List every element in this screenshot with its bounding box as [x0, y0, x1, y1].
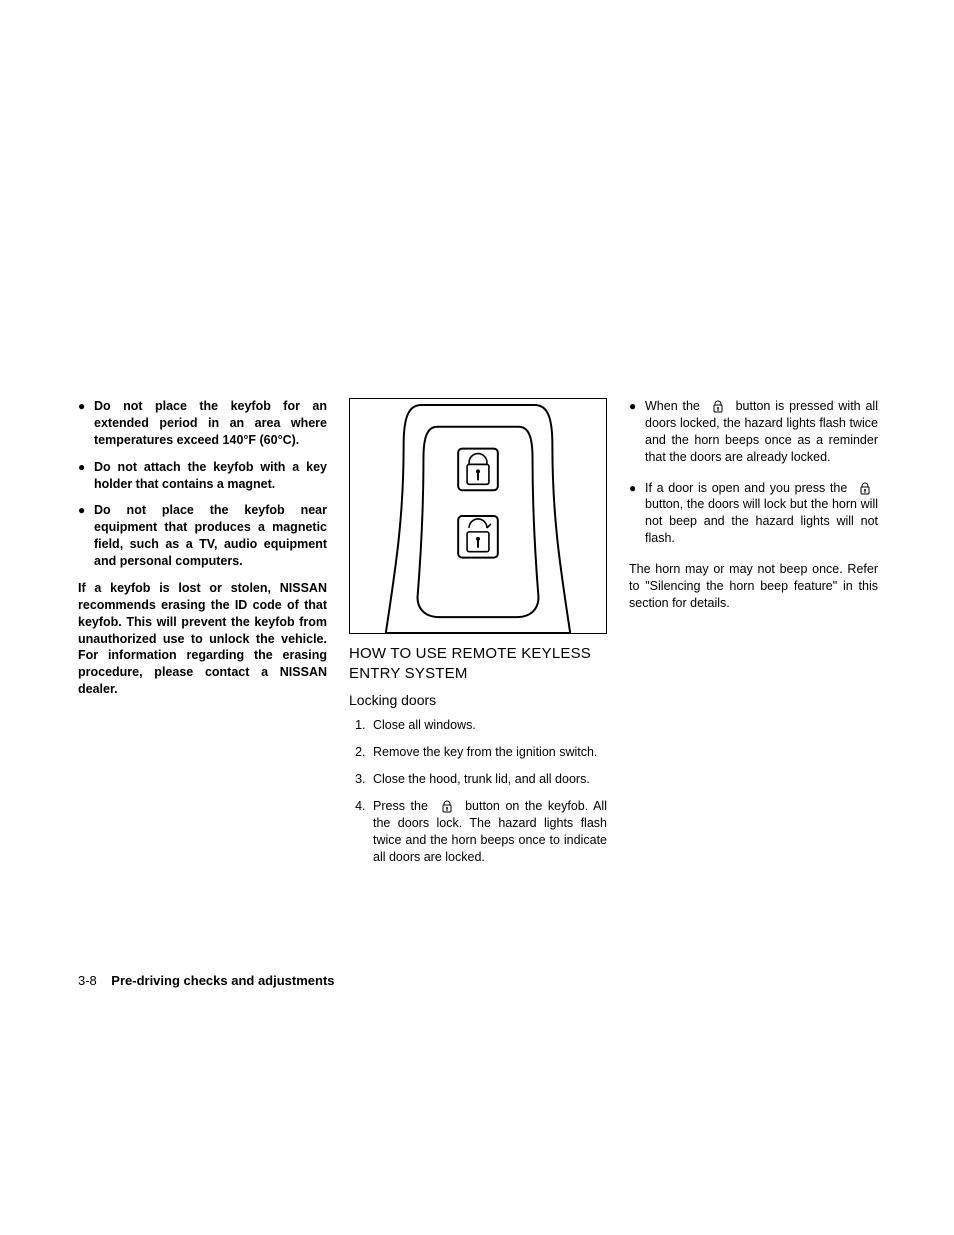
- warnings-list: Do not place the keyfob for an extended …: [78, 398, 327, 570]
- page: Do not place the keyfob for an extended …: [0, 0, 954, 1235]
- column-1: Do not place the keyfob for an extended …: [78, 398, 327, 876]
- note-text: button, the doors will lock but the horn…: [645, 497, 878, 545]
- note-item: When the button is pressed with all door…: [629, 398, 878, 466]
- step-item: Remove the key from the ignition switch.: [369, 744, 607, 761]
- column-2: HOW TO USE REMOTE KEYLESS ENTRY SYSTEM L…: [349, 398, 607, 876]
- column-3: When the button is pressed with all door…: [629, 398, 878, 876]
- section-title: Pre-driving checks and adjustments: [111, 973, 334, 988]
- note-text: When the: [645, 399, 700, 413]
- warning-item: Do not place the keyfob for an extended …: [78, 398, 327, 449]
- lock-icon: [705, 399, 731, 413]
- page-number: 3-8: [78, 973, 97, 988]
- keyfob-illustration: [349, 398, 607, 634]
- page-footer: 3-8 Pre-driving checks and adjustments: [78, 973, 335, 988]
- section-heading: HOW TO USE REMOTE KEYLESS ENTRY SYSTEM: [349, 644, 607, 685]
- lost-keyfob-paragraph: If a keyfob is lost or stolen, NISSAN re…: [78, 580, 327, 698]
- content-columns: Do not place the keyfob for an extended …: [78, 398, 878, 876]
- step-item: Close the hood, trunk lid, and all doors…: [369, 771, 607, 788]
- step-text: Press the: [373, 799, 428, 813]
- section-subheading: Locking doors: [349, 691, 607, 710]
- lock-icon: [434, 799, 460, 813]
- note-text: If a door is open and you press the: [645, 481, 847, 495]
- step-item: Close all windows.: [369, 717, 607, 734]
- step-item: Press the button on the keyfob. All the …: [369, 798, 607, 866]
- horn-paragraph: The horn may or may not beep once. Refer…: [629, 561, 878, 612]
- steps-list: Close all windows. Remove the key from t…: [349, 717, 607, 865]
- warning-item: Do not attach the keyfob with a key hold…: [78, 459, 327, 493]
- note-item: If a door is open and you press the butt…: [629, 480, 878, 548]
- lock-icon: [852, 481, 878, 495]
- warning-item: Do not place the keyfob near equipment t…: [78, 502, 327, 570]
- notes-list: When the button is pressed with all door…: [629, 398, 878, 547]
